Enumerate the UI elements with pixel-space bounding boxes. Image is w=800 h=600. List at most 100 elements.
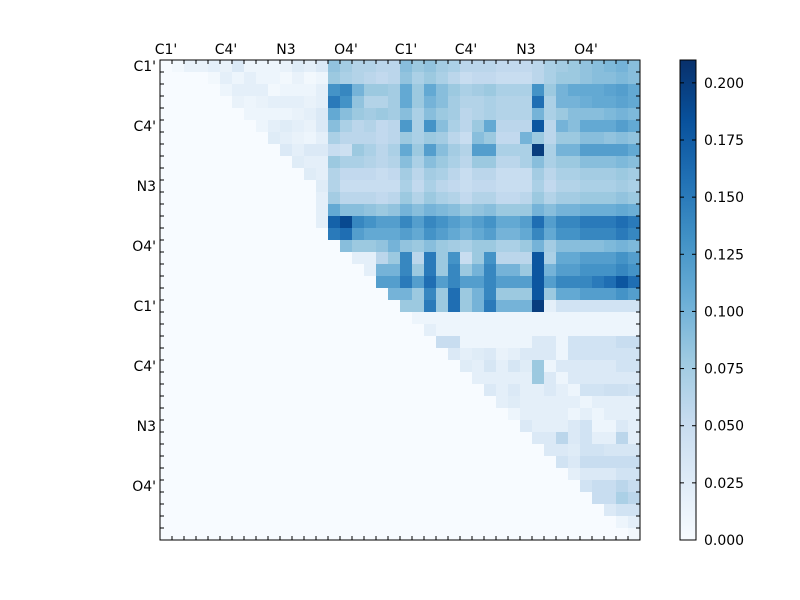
heatmap-cell <box>352 432 365 445</box>
heatmap-cell <box>172 396 185 409</box>
heatmap-cell <box>508 444 521 457</box>
heatmap-cell <box>532 300 545 313</box>
heatmap-cell <box>364 108 377 121</box>
heatmap-cell <box>328 348 341 361</box>
heatmap-cell <box>328 504 341 517</box>
heatmap-cell <box>436 312 449 325</box>
heatmap-cell <box>520 216 533 229</box>
heatmap-cell <box>232 60 245 73</box>
heatmap-cell <box>244 408 257 421</box>
heatmap-cell <box>220 216 233 229</box>
heatmap-cell <box>316 336 329 349</box>
heatmap-cell <box>412 504 425 517</box>
heatmap-cell <box>244 504 257 517</box>
heatmap-cell <box>340 300 353 313</box>
heatmap-cell <box>160 420 173 433</box>
heatmap-cell <box>604 156 617 169</box>
heatmap-cell <box>532 252 545 265</box>
heatmap-cell <box>184 480 197 493</box>
heatmap-cell <box>280 300 293 313</box>
heatmap-cell <box>376 192 389 205</box>
heatmap-cell <box>616 156 629 169</box>
heatmap-cell <box>160 120 173 133</box>
heatmap-cell <box>172 432 185 445</box>
heatmap-cell <box>364 336 377 349</box>
heatmap-cell <box>352 240 365 253</box>
heatmap-cell <box>388 480 401 493</box>
heatmap-cell <box>472 252 485 265</box>
heatmap-cell <box>568 504 581 517</box>
heatmap-cell <box>352 528 365 541</box>
heatmap-cell <box>268 432 281 445</box>
heatmap-cell <box>508 504 521 517</box>
heatmap-cell <box>604 264 617 277</box>
heatmap-cell <box>256 372 269 385</box>
heatmap-cell <box>292 192 305 205</box>
heatmap-cell <box>268 468 281 481</box>
heatmap-cell <box>532 84 545 97</box>
heatmap-cell <box>304 432 317 445</box>
heatmap-cell <box>304 96 317 109</box>
heatmap-cell <box>196 396 209 409</box>
heatmap-cell <box>544 192 557 205</box>
heatmap-cell <box>448 516 461 529</box>
heatmap-cell <box>244 156 257 169</box>
heatmap-cell <box>304 120 317 133</box>
heatmap-cell <box>592 516 605 529</box>
heatmap-cell <box>628 72 641 85</box>
heatmap-cell <box>280 168 293 181</box>
heatmap-cell <box>292 288 305 301</box>
heatmap-cell <box>184 60 197 73</box>
heatmap-cell <box>460 480 473 493</box>
heatmap-cell <box>496 408 509 421</box>
heatmap-cell <box>244 420 257 433</box>
heatmap-cell <box>532 360 545 373</box>
heatmap-cell <box>460 444 473 457</box>
heatmap-cell <box>256 216 269 229</box>
heatmap-cell <box>496 156 509 169</box>
heatmap-cell <box>556 420 569 433</box>
heatmap-cell <box>484 324 497 337</box>
heatmap-cell <box>388 360 401 373</box>
heatmap-cell <box>196 372 209 385</box>
heatmap-cell <box>172 468 185 481</box>
heatmap-cell <box>460 216 473 229</box>
heatmap-cell <box>364 228 377 241</box>
heatmap-cell <box>592 528 605 541</box>
heatmap-cell <box>352 456 365 469</box>
heatmap-cell <box>304 180 317 193</box>
heatmap-cell <box>448 60 461 73</box>
heatmap-cell <box>244 144 257 157</box>
heatmap-cell <box>172 336 185 349</box>
heatmap-cell <box>352 408 365 421</box>
heatmap-cell <box>220 480 233 493</box>
heatmap-cell <box>316 72 329 85</box>
heatmap-cell <box>220 132 233 145</box>
heatmap-cell <box>256 84 269 97</box>
heatmap-cell <box>268 60 281 73</box>
heatmap-cell <box>556 468 569 481</box>
heatmap-cell <box>160 432 173 445</box>
heatmap-cell <box>340 468 353 481</box>
heatmap-cell <box>544 432 557 445</box>
heatmap-cell <box>316 132 329 145</box>
heatmap-cell <box>220 156 233 169</box>
heatmap-cell <box>160 168 173 181</box>
heatmap-cell <box>376 156 389 169</box>
heatmap-cell <box>580 408 593 421</box>
heatmap-cell <box>460 132 473 145</box>
heatmap-cell <box>628 444 641 457</box>
heatmap-cell <box>304 264 317 277</box>
heatmap-cell <box>388 420 401 433</box>
heatmap-cell <box>460 84 473 97</box>
heatmap-cell <box>376 360 389 373</box>
heatmap-cell <box>436 72 449 85</box>
heatmap-cell <box>256 144 269 157</box>
heatmap-cell <box>436 456 449 469</box>
heatmap-cell <box>160 204 173 217</box>
heatmap-cell <box>268 216 281 229</box>
heatmap-cell <box>292 336 305 349</box>
heatmap-cell <box>448 276 461 289</box>
heatmap-cell <box>196 204 209 217</box>
heatmap-cell <box>244 276 257 289</box>
